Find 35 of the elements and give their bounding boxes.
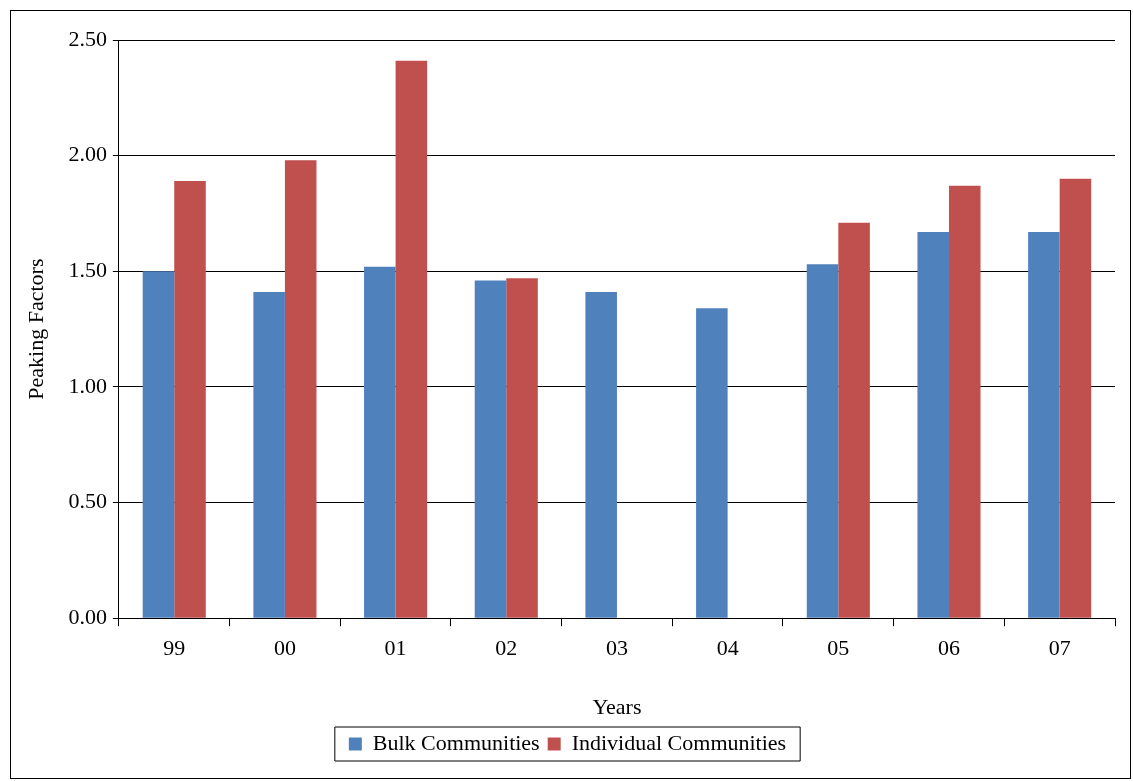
y-tick-label: 2.00 bbox=[68, 141, 107, 167]
y-tick-label: 1.00 bbox=[68, 372, 107, 398]
y-axis-title: Peaking Factors bbox=[22, 258, 48, 400]
x-tick-label: 04 bbox=[716, 635, 739, 661]
bar bbox=[174, 181, 206, 618]
bar bbox=[395, 60, 428, 618]
y-tick-label: 1.50 bbox=[68, 257, 107, 283]
bar bbox=[806, 264, 839, 618]
bar bbox=[948, 185, 981, 618]
y-tick-label: 2.50 bbox=[68, 25, 107, 51]
y-tick-label: 0.00 bbox=[68, 603, 107, 629]
bar bbox=[284, 160, 317, 618]
bar bbox=[253, 292, 285, 618]
bar bbox=[1028, 231, 1060, 618]
bar bbox=[364, 266, 396, 618]
bar bbox=[585, 292, 617, 618]
bar bbox=[474, 280, 507, 618]
bar bbox=[917, 231, 949, 618]
legend-label: Individual Communities bbox=[571, 729, 787, 755]
x-tick-label: 06 bbox=[937, 635, 960, 661]
x-tick-label: 05 bbox=[827, 635, 850, 661]
y-tick-label: 0.50 bbox=[68, 488, 107, 514]
bar bbox=[838, 222, 870, 618]
x-axis-title: Years bbox=[592, 693, 642, 719]
x-tick-label: 01 bbox=[384, 635, 407, 661]
x-tick-label: 99 bbox=[163, 635, 186, 661]
bar bbox=[142, 271, 175, 618]
bar bbox=[506, 278, 538, 618]
bar bbox=[696, 308, 728, 618]
bar bbox=[1059, 178, 1092, 618]
x-tick-label: 02 bbox=[495, 635, 518, 661]
legend-label: Bulk Communities bbox=[372, 729, 540, 755]
x-tick-label: 03 bbox=[605, 635, 628, 661]
x-tick-label: 07 bbox=[1048, 635, 1071, 661]
x-tick-label: 00 bbox=[273, 635, 296, 661]
